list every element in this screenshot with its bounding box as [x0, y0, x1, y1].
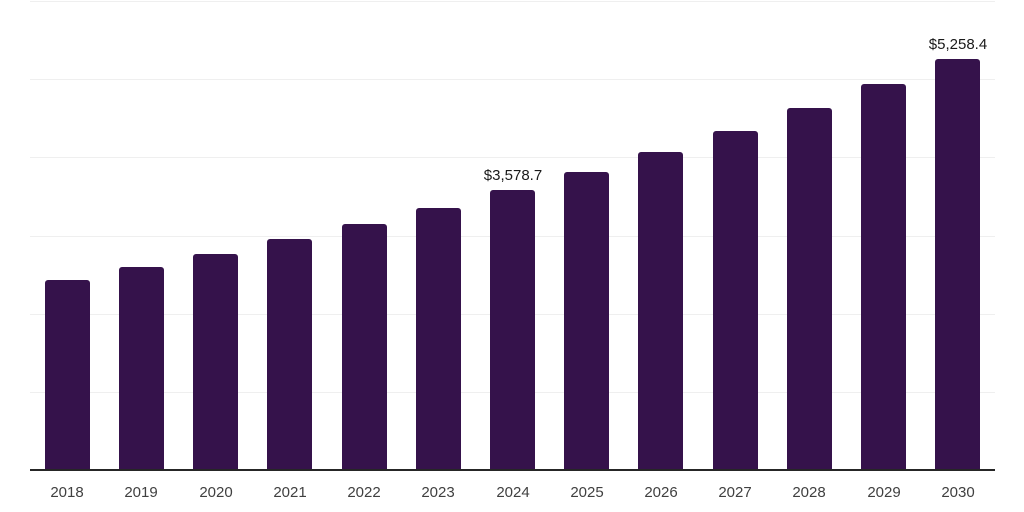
x-tick-label-2029: 2029: [867, 484, 901, 501]
bar-2020: [193, 254, 238, 470]
gridline: [30, 79, 995, 80]
x-tick-label-2018: 2018: [50, 484, 84, 501]
x-tick-label-2027: 2027: [718, 484, 752, 501]
bar-2022: [342, 224, 387, 470]
bar-value-label-2024: $3,578.7: [483, 167, 543, 184]
x-axis-labels: 2018 2019 2020 2021 2022 2023 2024 2025 2026 2027…: [30, 484, 995, 506]
bar-2026: [638, 152, 683, 470]
plot-area: $3,578.7 $5,258.4: [30, 1, 995, 470]
bar-2024: [490, 190, 535, 470]
x-tick-label-2030: 2030: [941, 484, 975, 501]
x-tick-label-2019: 2019: [124, 484, 158, 501]
x-tick-label-2023: 2023: [421, 484, 455, 501]
x-tick-label-2025: 2025: [570, 484, 604, 501]
bar-2021: [267, 239, 312, 470]
gridline: [30, 1, 995, 2]
bar-2030: [935, 59, 980, 470]
x-tick-label-2024: 2024: [496, 484, 530, 501]
gridline: [30, 157, 995, 158]
bar-2028: [787, 108, 832, 470]
x-tick-label-2026: 2026: [644, 484, 678, 501]
x-tick-label-2021: 2021: [273, 484, 307, 501]
x-tick-label-2020: 2020: [199, 484, 233, 501]
bar-2018: [45, 280, 90, 470]
bar-value-label-2030: $5,258.4: [928, 36, 988, 53]
x-axis-line: [30, 469, 995, 471]
bar-2029: [861, 84, 906, 470]
bar-2023: [416, 208, 461, 470]
bar-2019: [119, 267, 164, 470]
bar-2025: [564, 172, 609, 470]
x-tick-label-2022: 2022: [347, 484, 381, 501]
bar-2027: [713, 131, 758, 470]
x-tick-label-2028: 2028: [792, 484, 826, 501]
